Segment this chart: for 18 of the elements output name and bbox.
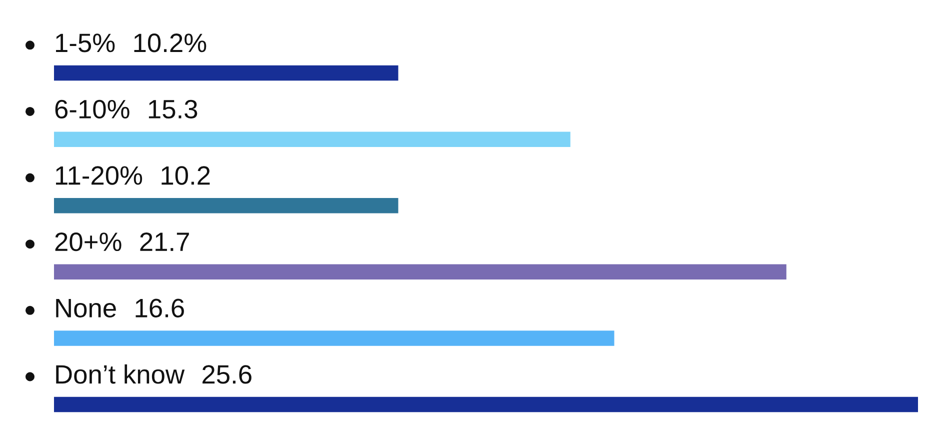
bar (54, 132, 570, 147)
bar (54, 264, 786, 280)
data-label: 16.6 (136, 298, 184, 318)
y-tick-label: 6-10% (55, 100, 130, 119)
y-tick-label: 11-20% (56, 166, 142, 185)
y-tick-label: None (56, 299, 116, 318)
y-tick-label: Don’t know (56, 364, 185, 384)
data-label: 25.6 (202, 365, 252, 384)
bar (54, 330, 614, 346)
bar (54, 198, 398, 214)
data-label: 10.2% (134, 34, 206, 52)
data-label: 21.7 (140, 232, 189, 251)
bar (54, 65, 398, 81)
y-tick-label: 1-5% (56, 34, 115, 52)
data-label: 15.3 (148, 100, 198, 119)
data-label: 10.2 (162, 166, 210, 185)
bar (54, 396, 918, 412)
y-tick-label: 20+% (55, 232, 122, 252)
